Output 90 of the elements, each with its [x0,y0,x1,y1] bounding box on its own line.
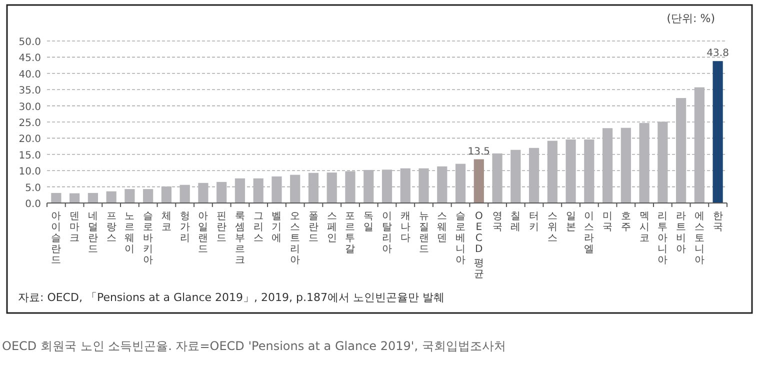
bar [198,182,208,203]
bar [510,150,521,203]
text: 자료: OECD, 「Pensions at a Glance 2019」, 2019, p.187에서 노인빈곤율만 발췌 [18,291,444,304]
x-tick-label: 호주 [620,211,631,233]
bar [272,176,282,203]
x-tick-label: 룩셈부르크 [234,211,245,266]
x-tick-label: 미국 [602,211,613,233]
bar [602,128,613,203]
y-tick-label: 15.0 [18,150,41,162]
bar [180,184,190,203]
y-tick-label: 40.0 [18,69,41,80]
bar [88,192,98,203]
x-tick-label: OECD 평균 [474,211,484,280]
x-tick-label: 스페인 [326,211,337,244]
y-tick-label: 25.0 [18,118,41,129]
x-tick-label: 벨기에 [272,211,282,244]
x-tick-label: 에스토니아 [694,211,704,266]
bar [492,153,502,203]
x-tick-label: 멕시코 [639,211,650,244]
bar [326,172,337,203]
x-tick-label: 프랑스 [106,211,116,244]
y-axis-title: (단위: %) [666,12,715,25]
x-tick-label: 헝가리 [180,211,190,244]
bar [70,193,80,203]
x-tick-label: 슬로바키아 [143,211,154,266]
x-tick-label: 이탈리아 [382,211,392,255]
x-tick-label: 네덜란드 [88,211,98,255]
bar [382,170,392,203]
y-tick-label: 50.0 [18,37,41,48]
bar [528,148,540,203]
x-tick-label: 터키 [529,211,540,233]
y-tick-label: 10.0 [18,166,41,178]
x-tick-label: 체코 [161,211,172,233]
bar [345,171,356,203]
bar [474,159,484,203]
x-tick-label: 캐나다 [400,211,410,244]
x-tick-label: 한국 [712,211,723,233]
x-tick-label: 라트비아 [676,211,686,255]
bar [290,174,300,203]
x-tick-label: 그리스 [253,211,264,244]
bar [253,178,264,203]
bar [216,182,227,203]
bar [400,168,410,203]
x-tick-label: 노르웨이 [124,211,135,255]
y-tick-label: 45.0 [18,53,41,64]
text: OECD 회원국 노인 소득빈곤율. 자료=OECD 'Pensions at a Glance 2019', 국회입법조사처 [2,339,506,353]
x-tick-label: 스웨덴 [437,211,448,244]
x-tick-label: 핀란드 [216,211,227,244]
bar [51,192,62,203]
bar [143,189,154,203]
bar [676,98,686,203]
data-label: 43.8 [706,48,729,60]
bar [566,139,576,203]
y-tick-label: 5.0 [25,182,41,194]
bar [308,172,319,203]
bar [639,122,650,203]
y-tick-label: 20.0 [18,134,41,146]
bar [658,122,668,203]
bar [694,87,704,203]
bar [455,164,466,203]
bar [364,170,374,203]
x-tick-label: 슬로베니아 [456,211,466,266]
bar [620,128,631,203]
bar [584,139,594,203]
x-tick-label: 스위스 [547,211,558,244]
x-tick-label: 오스트리아 [290,211,300,266]
y-tick-label: 35.0 [18,86,41,97]
y-tick-label: 30.0 [18,102,41,113]
bar [161,186,172,203]
x-tick-label: 아일랜드 [198,211,208,255]
bar [418,168,429,203]
bar [437,166,448,203]
data-label: 13.5 [468,146,490,158]
x-tick-label: 칠레 [510,211,521,233]
x-tick-label: 폴란드 [308,211,318,244]
bar [547,140,558,203]
x-tick-label: 독일 [364,211,374,233]
x-tick-label: 영국 [492,211,502,233]
y-tick-label: 0.0 [25,199,41,210]
bar [712,61,723,203]
x-tick-label: 일본 [566,211,576,233]
x-tick-label: 리투아니아 [658,211,668,266]
x-tick-label: 덴마크 [70,211,80,244]
bar [124,189,135,203]
x-tick-label: 뉴질랜드 [418,211,429,255]
bar [234,178,246,203]
x-tick-label: 포르투갈 [345,211,356,255]
x-tick-label: 아이슬란드 [51,211,62,266]
bar [106,191,116,203]
x-tick-label: 이스라엘 [584,211,594,255]
